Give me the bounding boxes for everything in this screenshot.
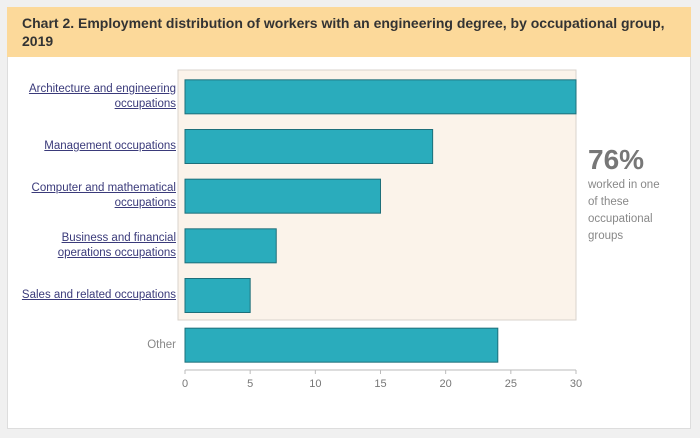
x-tick-label: 30 xyxy=(570,378,582,390)
x-tick-label: 20 xyxy=(440,378,452,390)
bar xyxy=(184,327,499,363)
bar xyxy=(184,178,381,214)
category-label: Other xyxy=(147,338,176,351)
category-label[interactable]: Architecture and engineering occupations xyxy=(28,82,176,110)
x-tick-label: 25 xyxy=(505,378,517,390)
category-label[interactable]: Management occupations xyxy=(44,140,176,152)
chart-title: Chart 2. Employment distribution of work… xyxy=(7,7,691,57)
bar xyxy=(184,79,577,115)
bar xyxy=(184,228,277,264)
category-label[interactable]: Computer and mathematical occupations xyxy=(31,182,176,210)
category-label[interactable]: Business and financial operations occupa… xyxy=(57,231,176,259)
bar xyxy=(184,129,434,164)
bar xyxy=(184,278,251,313)
x-tick-label: 15 xyxy=(374,378,386,390)
category-label[interactable]: Sales and related occupations xyxy=(21,289,176,301)
x-tick-label: 10 xyxy=(309,378,321,390)
highlight-text: worked in one of these occupational grou… xyxy=(588,179,660,242)
x-tick-label: 0 xyxy=(182,378,188,390)
highlight-value: 76% xyxy=(588,144,645,175)
x-tick-label: 5 xyxy=(247,378,253,390)
